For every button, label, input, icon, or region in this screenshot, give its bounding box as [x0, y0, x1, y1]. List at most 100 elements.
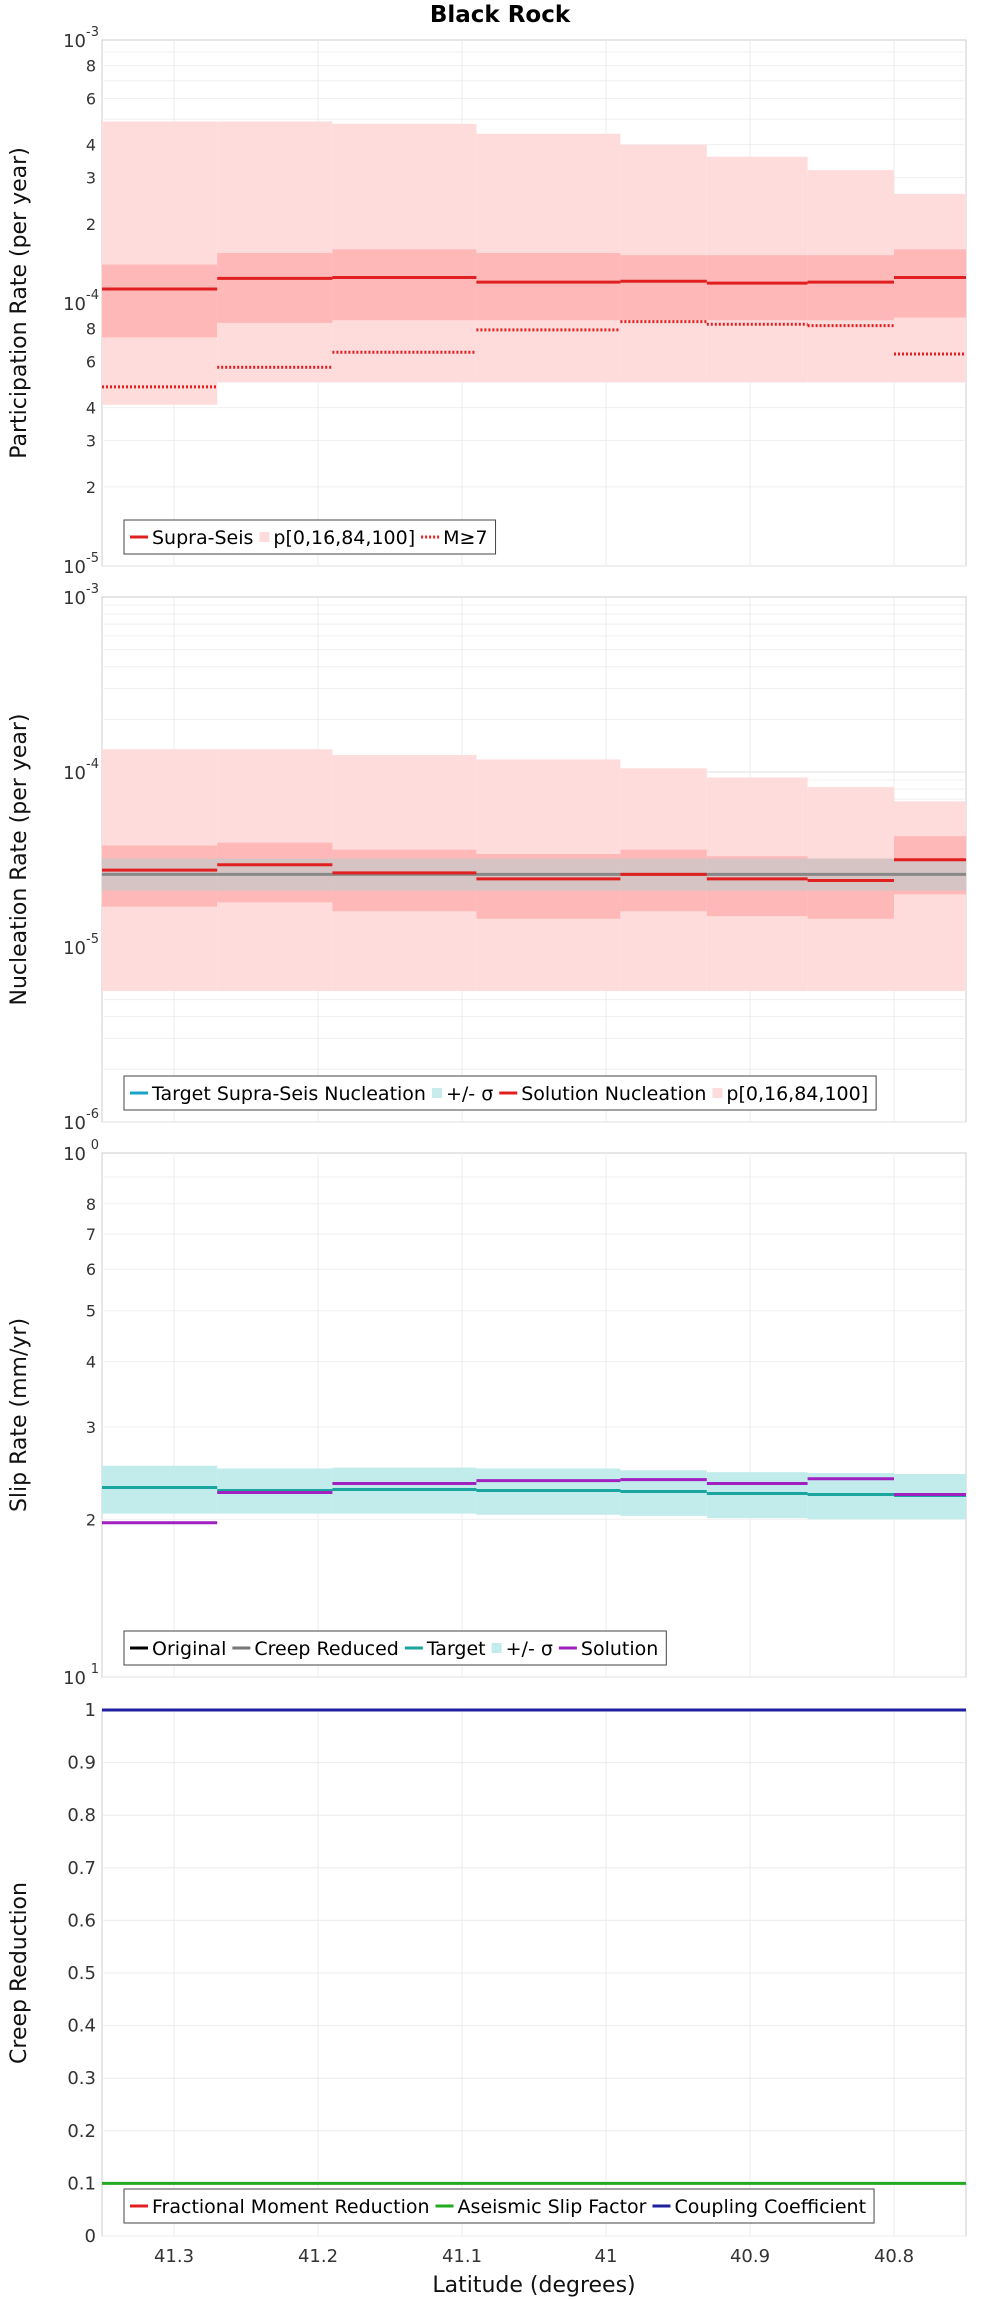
legend-item: Target Supra-Seis Nucleation: [130, 1083, 426, 1105]
band-segment: [807, 1473, 894, 1520]
legend-label: p[0,16,84,100]: [273, 527, 415, 549]
series-solution: [102, 1477, 966, 1525]
y-tick-label: 10: [63, 588, 86, 609]
panel-creep: 1 0.9 0.8 0.7 0.6 0.5 0.4 0.3 0.2 0.1 0 Creep Reduc…: [7, 1700, 967, 2298]
y-tick-exponent: -4: [86, 288, 99, 303]
legend-swatch: [491, 1643, 502, 1653]
y-tick-label: 10: [63, 1144, 86, 1165]
legend-label: Solution Nucleation: [521, 1083, 706, 1105]
legend-label: Original: [152, 1638, 226, 1660]
y-tick-label: 8: [86, 319, 96, 338]
band-segment: [476, 252, 621, 321]
y-tick-label: 0.9: [67, 1753, 96, 1774]
band-segment: [102, 121, 218, 405]
legend-item: +/- σ: [491, 1638, 553, 1660]
y-tick-label: 3: [86, 432, 96, 451]
band-segment: [894, 249, 966, 318]
legend-item: Coupling Coefficient: [652, 2196, 866, 2218]
y-axis-label: Participation Rate (per year): [7, 147, 32, 459]
y-tick-label: 6: [86, 352, 96, 371]
y-tick-label: 0: [85, 2226, 96, 2247]
y-tick-label: 5: [86, 1302, 96, 1321]
legend-item: +/- σ: [431, 1083, 493, 1105]
y-tick-label: 4: [86, 136, 96, 155]
y-ticks: 1 0.9 0.8 0.7 0.6 0.5 0.4 0.3 0.2 0.1 0: [67, 1700, 96, 2247]
legend-item: p[0,16,84,100]: [712, 1083, 868, 1105]
legend-label: +/- σ: [506, 1638, 553, 1660]
x-axis-label: Latitude (degrees): [432, 2273, 635, 2298]
y-tick-exponent: 1: [91, 1662, 99, 1677]
legend-label: Aseismic Slip Factor: [458, 2196, 647, 2218]
y-tick-exponent: -4: [86, 757, 99, 772]
legend: Original Creep Reduced Target +/- σ Solution: [123, 1630, 667, 1666]
y-tick-label: 2: [86, 1510, 96, 1529]
legend-label: Solution: [581, 1638, 658, 1660]
legend-item: M≥7: [421, 527, 488, 549]
legend-swatch: [431, 1088, 442, 1098]
y-tick-label: 3: [86, 1418, 96, 1437]
x-ticks: 41.3 41.2 41.1 41 40.9 40.8: [154, 2246, 914, 2267]
x-tick-label: 41: [595, 2246, 618, 2267]
band-segment: [894, 801, 966, 992]
legend-swatch: [259, 532, 270, 542]
series-target: [102, 1485, 966, 1498]
legend-label: Creep Reduced: [254, 1638, 398, 1660]
legend-item: Aseismic Slip Factor: [435, 2196, 647, 2218]
y-tick-label: 0.3: [67, 2068, 96, 2089]
legend: Supra-Seis p[0,16,84,100] M≥7: [123, 519, 497, 555]
legend-box: [123, 2188, 875, 2224]
y-ticks: 10-310-410-510-6: [63, 582, 99, 1134]
x-tick-label: 40.8: [874, 2246, 914, 2267]
x-tick-label: 40.9: [730, 2246, 770, 2267]
y-tick-label: 10: [63, 1113, 86, 1134]
series-solution-nucleation: [102, 858, 966, 882]
y-tick-exponent: -5: [86, 932, 99, 947]
y-tick-label: 0.8: [67, 1805, 96, 1826]
legend-item: Creep Reduced: [232, 1638, 399, 1660]
legend-box: [123, 1075, 877, 1111]
y-tick-label: 6: [86, 89, 96, 108]
x-tick-label: 41.2: [298, 2246, 338, 2267]
legend-item: Fractional Moment Reduction: [130, 2196, 430, 2218]
y-tick-label: 1: [85, 1700, 96, 1721]
series-supra-seis: [102, 276, 966, 291]
y-tick-label: 4: [86, 399, 96, 418]
y-tick-label: 2: [86, 215, 96, 234]
y-tick-exponent: -6: [86, 1107, 99, 1122]
y-tick-label: 0.1: [67, 2173, 96, 2194]
y-tick-label: 0.7: [67, 1858, 96, 1879]
legend-item: Original: [130, 1638, 226, 1660]
y-tick-label: 0.4: [67, 2016, 96, 2037]
x-tick-label: 41.3: [154, 2246, 194, 2267]
legend-item: Solution: [558, 1638, 658, 1660]
y-tick-label: 0.6: [67, 1910, 96, 1931]
x-tick-label: 41.1: [442, 2246, 482, 2267]
legend: Fractional Moment Reduction Aseismic Slip…: [123, 2188, 875, 2224]
y-tick-label: 0.5: [67, 1963, 96, 1984]
panel-slip: 10 0 8 7 6 5 4 3 2 10 1 Slip Rate (mm/yr) Original Cr…: [7, 1138, 967, 1689]
y-tick-label: 2: [86, 478, 96, 497]
legend-label: Coupling Coefficient: [674, 2196, 866, 2218]
band-segment: [217, 121, 333, 383]
y-tick-label: 8: [86, 1195, 96, 1214]
y-tick-label: 10: [63, 1668, 86, 1689]
legend-item: Target: [404, 1638, 486, 1660]
legend-swatch: [712, 1088, 723, 1098]
legend-label: Target Supra-Seis Nucleation: [151, 1083, 426, 1105]
y-axis-label: Nucleation Rate (per year): [7, 714, 32, 1006]
y-tick-label: 10: [63, 557, 86, 578]
y-axis-label: Slip Rate (mm/yr): [7, 1318, 32, 1512]
legend-label: Supra-Seis: [152, 527, 253, 549]
y-tick-label: 10: [63, 294, 86, 315]
band-segment: [217, 252, 333, 323]
band-segment: [706, 1472, 808, 1519]
plot-area: [101, 1152, 967, 1678]
y-axis-label: Creep Reduction: [7, 1882, 32, 2064]
legend-label: Fractional Moment Reduction: [152, 2196, 430, 2218]
y-tick-label: 10: [63, 938, 86, 959]
legend: Target Supra-Seis Nucleation +/- σ Solutio…: [123, 1075, 877, 1111]
